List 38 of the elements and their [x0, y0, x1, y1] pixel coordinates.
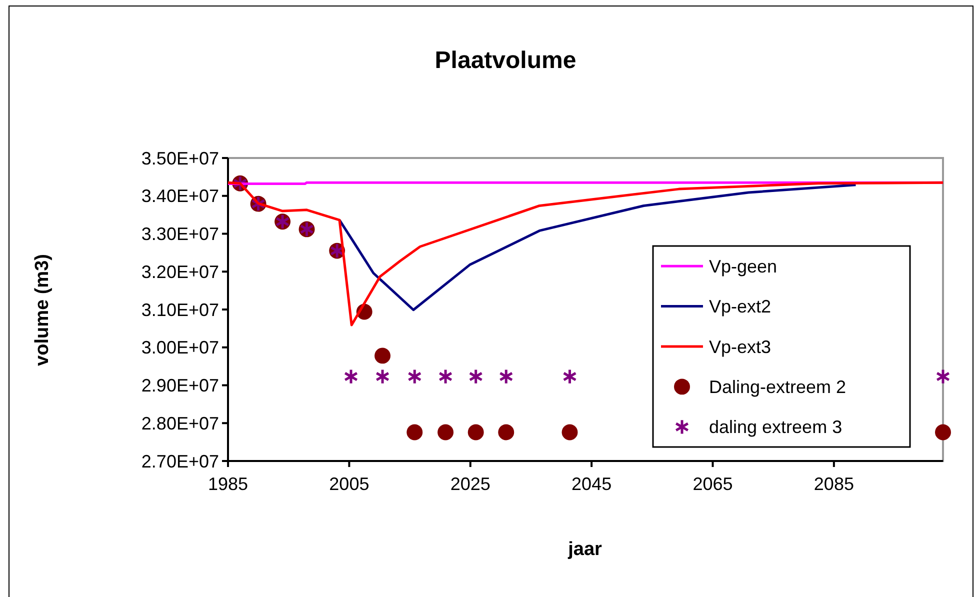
legend-label: Vp-ext2 — [709, 296, 772, 317]
point — [936, 368, 950, 385]
y-tick-label: 3.50E+07 — [141, 148, 219, 168]
x-tick-label: 2045 — [572, 474, 612, 494]
y-tick-label: 3.10E+07 — [141, 300, 219, 320]
point — [562, 368, 577, 385]
chart-title: Plaatvolume — [434, 47, 576, 74]
x-tick-label: 2085 — [814, 474, 854, 494]
point — [375, 368, 390, 385]
point — [438, 424, 454, 440]
point — [468, 368, 483, 385]
point — [498, 424, 514, 440]
y-tick-label: 2.90E+07 — [141, 376, 219, 396]
y-axis-title: volume (m3) — [32, 254, 53, 366]
y-tick-label: 3.00E+07 — [141, 338, 219, 358]
x-tick-label: 1985 — [208, 474, 248, 494]
y-tick-label: 2.80E+07 — [141, 413, 219, 434]
y-tick-label: 3.40E+07 — [141, 186, 219, 206]
point — [438, 368, 453, 385]
x-axis-title: jaar — [567, 539, 603, 560]
point — [344, 368, 358, 385]
point — [468, 424, 484, 440]
x-tick-label: 2005 — [329, 474, 370, 494]
point — [562, 424, 578, 440]
point — [406, 424, 423, 440]
y-tick-label: 3.20E+07 — [141, 262, 219, 282]
point — [498, 368, 514, 385]
point — [374, 348, 390, 364]
legend-label: Vp-geen — [709, 256, 778, 276]
legend-label: daling extreem 3 — [709, 417, 842, 438]
x-tick-label: 2065 — [692, 474, 733, 494]
point — [407, 368, 422, 385]
y-tick-label: 2.70E+07 — [141, 451, 219, 472]
y-tick-label: 3.30E+07 — [141, 224, 219, 244]
x-tick-label: 2025 — [450, 474, 490, 494]
point — [935, 424, 951, 440]
legend-label: Vp-ext3 — [709, 336, 772, 357]
legend-label: Daling-extreem 2 — [709, 377, 846, 397]
